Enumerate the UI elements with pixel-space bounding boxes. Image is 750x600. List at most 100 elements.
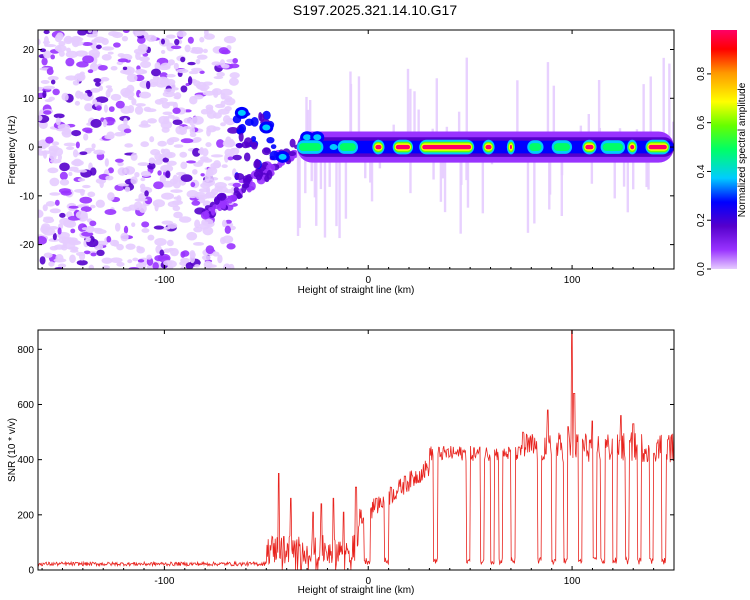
spectrogram-noise-cell [138, 204, 147, 213]
spectrogram-chirp-cell [266, 163, 276, 172]
spectrogram-strong-peak [648, 144, 667, 150]
spectrogram-noise-cell [186, 160, 197, 164]
spectrogram-noise-cell [122, 66, 128, 71]
spectrogram-streak [465, 147, 468, 181]
spectrogram-noise-cell [83, 133, 89, 141]
spectrogram-noise-cell [61, 131, 72, 135]
spectrogram-noise-cell [160, 164, 174, 173]
spectrogram-noise-cell [221, 49, 231, 55]
spectrogram-noise-cell [167, 201, 179, 208]
spectrogram-noise-cell [92, 30, 98, 37]
spectrogram-streak [622, 147, 626, 187]
spectrogram-medium-core [529, 143, 542, 151]
spectrogram-noise-cell [48, 261, 55, 267]
spectrogram-noise-cell [203, 33, 215, 40]
spectrogram-noise-cell [124, 143, 134, 148]
spectrogram-streak [306, 109, 310, 148]
spectrogram-noise-cell [163, 88, 176, 94]
spectrogram-noise-cell [199, 156, 209, 162]
spectrogram-noise-cell [193, 94, 204, 100]
spectrogram-noise-cell [162, 157, 169, 163]
spectrogram-noise-cell [50, 54, 55, 60]
spectrogram-early-blob-core [278, 153, 287, 160]
spectrogram-noise-cell [140, 177, 146, 182]
spectrogram-noise-cell [109, 257, 123, 263]
spectrogram-noise-cell [165, 34, 176, 39]
spectrogram-noise-cell [160, 38, 166, 45]
spectrogram-streak [533, 147, 536, 224]
spectrogram-ytick-label: -10 [20, 191, 35, 202]
spectrogram-noise-cell [220, 100, 226, 108]
spectrogram-noise-cell [201, 218, 214, 226]
spectrogram-noise-cell [221, 164, 228, 169]
spectrogram-noise-cell [52, 88, 60, 96]
spectrogram-noise-cell [90, 63, 96, 68]
spectrogram-streak [516, 80, 519, 148]
spectrogram-noise-cell [104, 209, 117, 216]
spectrogram-noise-cell [167, 59, 175, 66]
spectrogram-noise-cell [144, 108, 157, 113]
spectrogram-noise-cell [42, 90, 47, 99]
spectrogram-noise-cell [140, 120, 149, 127]
spectrogram-noise-cell [149, 136, 155, 143]
spectrogram-noise-cell [71, 129, 82, 137]
spectrogram-streak [319, 147, 323, 190]
spectrogram-streak [435, 78, 438, 148]
spectrogram-noise-cell [170, 189, 183, 193]
spectrogram-transition-cell [261, 147, 271, 156]
spectrogram-early-blob-core [262, 124, 271, 131]
spectrogram-noise-cell [158, 115, 169, 125]
spectrogram-noise-cell [154, 62, 161, 70]
spectrogram-noise-cell [101, 53, 112, 61]
spectrogram-noise-cell [123, 128, 132, 134]
spectrogram-noise-cell [141, 221, 150, 228]
spectrogram-noise-cell [162, 111, 173, 116]
spectrogram-noise-cell [43, 110, 52, 115]
spectrogram-noise-cell [199, 147, 204, 155]
spectrogram-image [38, 30, 674, 269]
spectrogram-noise-cell [81, 41, 93, 47]
spectrogram-streak [409, 147, 412, 194]
snr-xtick-label: 0 [365, 576, 371, 587]
spectrogram-transition-cell [262, 110, 271, 121]
spectrogram-noise-cell [160, 148, 165, 154]
spectrogram-noise-cell [136, 245, 142, 250]
spectrogram-noise-cell [173, 62, 179, 70]
spectrogram-noise-cell [127, 96, 135, 101]
spectrogram-noise-cell [152, 199, 166, 208]
spectrogram-noise-cell [145, 80, 151, 90]
spectrogram-noise-cell [173, 196, 180, 200]
spectrogram-noise-cell [55, 117, 61, 126]
spectrogram-noise-cell [55, 253, 64, 263]
spectrogram-noise-cell [131, 98, 137, 106]
spectrogram-noise-cell [79, 196, 93, 204]
spectrogram-noise-cell [219, 236, 226, 245]
spectrogram-streak [305, 96, 308, 148]
spectrogram-noise-cell [227, 156, 234, 161]
spectrogram-noise-cell [228, 138, 235, 148]
spectrogram-noise-cell [117, 183, 130, 187]
spectrogram-noise-cell [56, 32, 64, 41]
spectrogram-early-blob-core [313, 134, 322, 141]
spectrogram-medium-core [602, 143, 624, 151]
spectrogram-noise-cell [90, 204, 96, 209]
spectrogram-noise-cell [49, 192, 61, 196]
spectrogram-noise-cell [214, 185, 223, 192]
spectrogram-noise-cell [96, 249, 105, 257]
spectrogram-noise-cell [101, 257, 113, 264]
snr-series-line [38, 330, 674, 570]
snr-ylabel: SNR (10 * v/v) [7, 418, 18, 482]
spectrogram-noise-cell [57, 227, 62, 235]
spectrogram-transition-cell [253, 159, 261, 169]
spectrogram-streak [668, 63, 671, 148]
spectrogram-noise-cell [159, 249, 165, 256]
spectrogram-noise-cell [161, 256, 170, 260]
spectrogram-noise-cell [38, 209, 44, 218]
spectrogram-transition-cell [258, 169, 264, 178]
spectrogram-noise-cell [90, 118, 102, 128]
spectrogram-noise-cell [152, 262, 159, 269]
spectrogram-noise-cell [173, 144, 184, 148]
spectrogram-noise-cell [63, 128, 72, 132]
spectrogram-noise-cell [151, 81, 159, 86]
spectrogram-noise-cell [52, 232, 57, 241]
